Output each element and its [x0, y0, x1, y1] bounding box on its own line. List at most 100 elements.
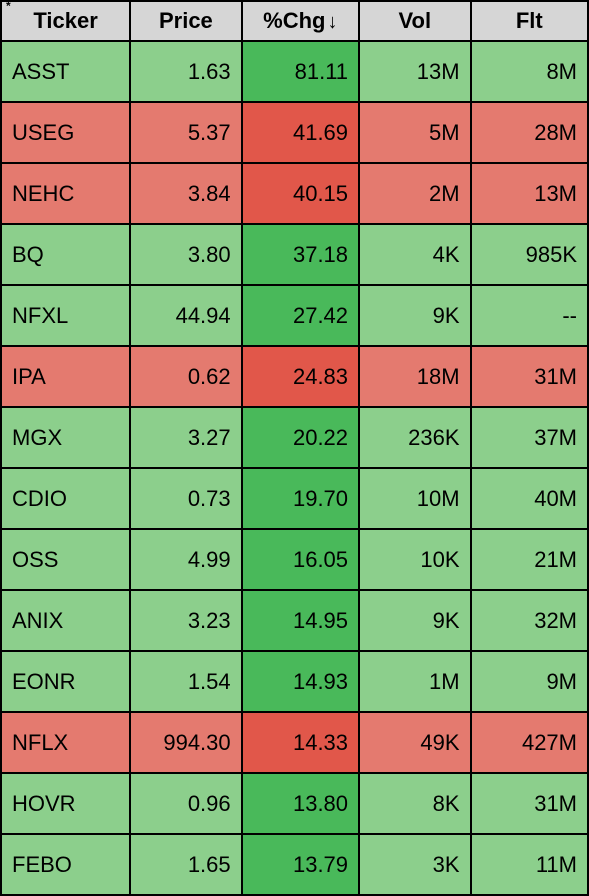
cell-price: 0.96 — [130, 773, 242, 834]
cell-ticker: USEG — [1, 102, 130, 163]
cell-price: 4.99 — [130, 529, 242, 590]
cell-price: 44.94 — [130, 285, 242, 346]
stock-table-container: * Ticker Price %Chg↓ Vol Flt ASST1.6381.… — [0, 0, 589, 896]
sort-desc-icon: ↓ — [328, 11, 338, 33]
cell-chg: 81.11 — [242, 41, 359, 102]
cell-price: 3.84 — [130, 163, 242, 224]
cell-ticker: NFLX — [1, 712, 130, 773]
table-row[interactable]: EONR1.5414.931M9M — [1, 651, 588, 712]
table-row[interactable]: NFLX994.3014.3349K427M — [1, 712, 588, 773]
cell-flt: 40M — [471, 468, 588, 529]
cell-ticker: NEHC — [1, 163, 130, 224]
table-row[interactable]: FEBO1.6513.793K11M — [1, 834, 588, 895]
stock-table: * Ticker Price %Chg↓ Vol Flt ASST1.6381.… — [0, 0, 589, 896]
cell-flt: 11M — [471, 834, 588, 895]
cell-vol: 236K — [359, 407, 471, 468]
cell-chg: 14.95 — [242, 590, 359, 651]
col-header-price-label: Price — [159, 8, 213, 33]
cell-vol: 4K — [359, 224, 471, 285]
cell-chg: 13.80 — [242, 773, 359, 834]
cell-price: 1.54 — [130, 651, 242, 712]
cell-ticker: EONR — [1, 651, 130, 712]
cell-flt: 31M — [471, 773, 588, 834]
cell-price: 3.80 — [130, 224, 242, 285]
cell-ticker: IPA — [1, 346, 130, 407]
cell-chg: 13.79 — [242, 834, 359, 895]
cell-flt: 37M — [471, 407, 588, 468]
cell-ticker: ANIX — [1, 590, 130, 651]
cell-chg: 40.15 — [242, 163, 359, 224]
cell-ticker: NFXL — [1, 285, 130, 346]
table-row[interactable]: IPA0.6224.8318M31M — [1, 346, 588, 407]
cell-chg: 14.93 — [242, 651, 359, 712]
cell-chg: 24.83 — [242, 346, 359, 407]
cell-flt: 13M — [471, 163, 588, 224]
cell-chg: 41.69 — [242, 102, 359, 163]
cell-ticker: OSS — [1, 529, 130, 590]
cell-vol: 2M — [359, 163, 471, 224]
cell-vol: 18M — [359, 346, 471, 407]
cell-flt: 985K — [471, 224, 588, 285]
cell-chg: 16.05 — [242, 529, 359, 590]
cell-flt: 21M — [471, 529, 588, 590]
table-row[interactable]: OSS4.9916.0510K21M — [1, 529, 588, 590]
cell-flt: 427M — [471, 712, 588, 773]
ticker-mark-icon: * — [6, 0, 11, 12]
cell-chg: 27.42 — [242, 285, 359, 346]
cell-flt: 31M — [471, 346, 588, 407]
col-header-ticker-label: Ticker — [33, 8, 97, 33]
table-row[interactable]: NEHC3.8440.152M13M — [1, 163, 588, 224]
cell-price: 5.37 — [130, 102, 242, 163]
col-header-flt-label: Flt — [516, 8, 543, 33]
cell-flt: -- — [471, 285, 588, 346]
table-row[interactable]: USEG5.3741.695M28M — [1, 102, 588, 163]
cell-flt: 28M — [471, 102, 588, 163]
col-header-vol-label: Vol — [398, 8, 431, 33]
cell-flt: 8M — [471, 41, 588, 102]
cell-vol: 9K — [359, 285, 471, 346]
table-row[interactable]: ANIX3.2314.959K32M — [1, 590, 588, 651]
stock-table-body: ASST1.6381.1113M8MUSEG5.3741.695M28MNEHC… — [1, 41, 588, 895]
table-row[interactable]: HOVR0.9613.808K31M — [1, 773, 588, 834]
cell-vol: 3K — [359, 834, 471, 895]
table-row[interactable]: BQ3.8037.184K985K — [1, 224, 588, 285]
cell-flt: 9M — [471, 651, 588, 712]
cell-price: 994.30 — [130, 712, 242, 773]
cell-price: 3.27 — [130, 407, 242, 468]
cell-chg: 14.33 — [242, 712, 359, 773]
table-row[interactable]: ASST1.6381.1113M8M — [1, 41, 588, 102]
cell-ticker: ASST — [1, 41, 130, 102]
cell-vol: 13M — [359, 41, 471, 102]
cell-vol: 1M — [359, 651, 471, 712]
cell-vol: 8K — [359, 773, 471, 834]
cell-price: 1.65 — [130, 834, 242, 895]
cell-vol: 10M — [359, 468, 471, 529]
cell-price: 0.62 — [130, 346, 242, 407]
cell-ticker: CDIO — [1, 468, 130, 529]
col-header-chg-label: %Chg — [263, 8, 325, 33]
cell-vol: 9K — [359, 590, 471, 651]
cell-ticker: HOVR — [1, 773, 130, 834]
cell-vol: 5M — [359, 102, 471, 163]
cell-price: 1.63 — [130, 41, 242, 102]
col-header-ticker[interactable]: * Ticker — [1, 1, 130, 41]
cell-flt: 32M — [471, 590, 588, 651]
cell-vol: 10K — [359, 529, 471, 590]
cell-vol: 49K — [359, 712, 471, 773]
col-header-price[interactable]: Price — [130, 1, 242, 41]
cell-price: 0.73 — [130, 468, 242, 529]
cell-chg: 19.70 — [242, 468, 359, 529]
cell-chg: 37.18 — [242, 224, 359, 285]
col-header-flt[interactable]: Flt — [471, 1, 588, 41]
col-header-vol[interactable]: Vol — [359, 1, 471, 41]
table-row[interactable]: MGX3.2720.22236K37M — [1, 407, 588, 468]
col-header-chg[interactable]: %Chg↓ — [242, 1, 359, 41]
cell-price: 3.23 — [130, 590, 242, 651]
table-row[interactable]: NFXL44.9427.429K-- — [1, 285, 588, 346]
cell-chg: 20.22 — [242, 407, 359, 468]
cell-ticker: MGX — [1, 407, 130, 468]
table-row[interactable]: CDIO0.7319.7010M40M — [1, 468, 588, 529]
header-row: * Ticker Price %Chg↓ Vol Flt — [1, 1, 588, 41]
cell-ticker: FEBO — [1, 834, 130, 895]
cell-ticker: BQ — [1, 224, 130, 285]
